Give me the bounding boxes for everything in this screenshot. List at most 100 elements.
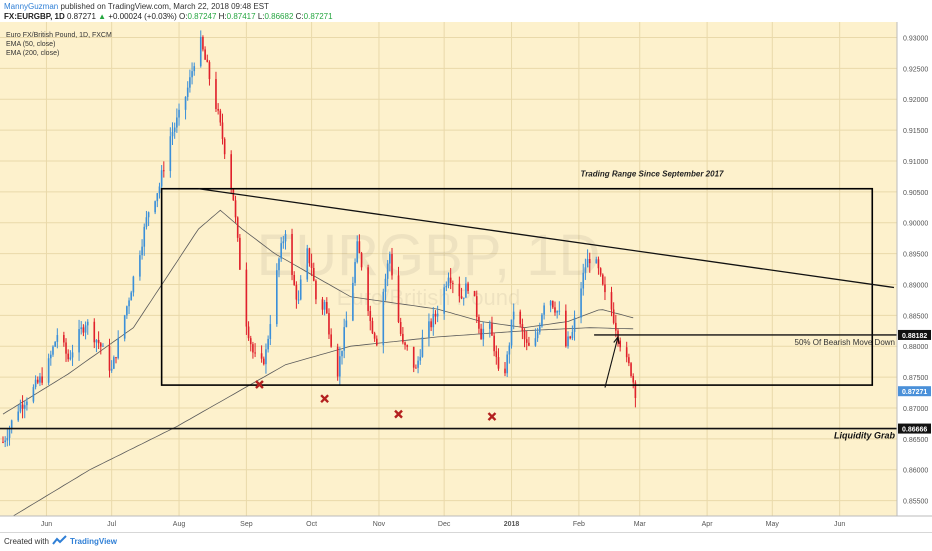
candle-body (460, 296, 463, 299)
candle-body (419, 356, 422, 361)
candle-body (543, 305, 545, 315)
close-value: 0.87271 (303, 12, 333, 21)
candle-body (245, 269, 248, 327)
candle-body (625, 347, 628, 358)
y-tick-label: 0.91500 (903, 128, 928, 135)
candle-body (510, 319, 513, 346)
publish-info: MannyGuzman published on TradingView.com… (4, 2, 269, 11)
candle-body (580, 288, 582, 318)
y-tick-label: 0.86500 (903, 437, 928, 444)
candle-body (102, 345, 104, 347)
up-arrow (604, 336, 619, 388)
candle-body (397, 275, 400, 323)
indicator-legend: Euro FX/British Pound, 1D, FXCM EMA (50,… (6, 31, 112, 58)
candle-body (204, 49, 206, 60)
legend-ema200[interactable]: EMA (200, close) (6, 50, 60, 57)
candle-body (634, 382, 637, 399)
candle-body (330, 334, 332, 347)
candle-body (488, 323, 491, 329)
candle-body (567, 336, 569, 347)
tradingview-logo-icon (52, 535, 67, 545)
candle-body (404, 342, 406, 346)
candle-body (584, 267, 587, 273)
candle-body (582, 272, 585, 289)
candle-body (504, 368, 506, 374)
candle-body (556, 311, 558, 313)
candle-body (447, 277, 450, 286)
x-tick-label: Oct (306, 521, 317, 528)
candle-body (115, 357, 117, 359)
y-tick-label: 0.89500 (903, 252, 928, 259)
candle-body (599, 268, 602, 275)
candle-body (449, 277, 452, 283)
y-tick-label: 0.88000 (903, 344, 928, 351)
candle-body (80, 327, 83, 330)
high-value: 0.87417 (226, 12, 256, 21)
y-tick-label: 0.87000 (903, 406, 928, 413)
candle-body (630, 363, 632, 377)
candle-body (217, 108, 219, 111)
publish-text: published on TradingView.com, March 22, … (60, 2, 269, 11)
price-badge-label: 0.86666 (902, 427, 927, 434)
x-tick-label: Feb (573, 521, 585, 528)
candle-body (473, 290, 476, 297)
liquidity-label: Liquidity Grab (834, 431, 896, 441)
candle-body (67, 353, 70, 360)
candle-body (430, 321, 432, 328)
candle-body (480, 328, 482, 340)
candle-body (252, 344, 254, 353)
candle-body (375, 338, 378, 346)
x-tick-label: Apr (702, 521, 714, 528)
x-tick-label: Jul (107, 521, 116, 528)
candle-body (586, 259, 589, 268)
y-tick-label: 0.93000 (903, 35, 928, 42)
candle-body (321, 299, 324, 310)
candle-body (415, 367, 417, 369)
legend-ema50[interactable]: EMA (50, close) (6, 41, 56, 48)
candle-body (462, 297, 465, 299)
candle-body (52, 346, 54, 355)
candle-body (323, 302, 326, 310)
candle-body (171, 131, 174, 137)
y-axis-panel (897, 22, 932, 516)
candle-body (49, 354, 52, 359)
x-tick-label: Dec (438, 521, 451, 528)
candle-body (354, 262, 356, 283)
candle-body (382, 291, 385, 346)
change-arrow-icon: ▲ (98, 12, 107, 21)
author-link[interactable]: MannyGuzman (4, 2, 59, 11)
candle-body (632, 376, 635, 383)
candle-body (32, 387, 35, 402)
candle-body (176, 117, 178, 128)
candle-body (467, 283, 469, 291)
candle-body (23, 405, 26, 409)
candle-body (328, 313, 330, 335)
candle-body (445, 285, 448, 288)
x-tick-label: Sep (240, 521, 253, 528)
candle-body (306, 248, 309, 280)
candle-body (495, 351, 498, 358)
tradingview-brand[interactable]: TradingView (70, 537, 117, 546)
candle-body (417, 360, 419, 368)
candle-body (478, 316, 480, 329)
y-tick-label: 0.89000 (903, 282, 928, 289)
trading-range-box (160, 187, 874, 386)
symbol-label: FX:EURGBP, 1D (4, 12, 65, 21)
candle-body (541, 314, 543, 327)
candle-body (54, 341, 56, 347)
candle-body (232, 189, 235, 201)
candle-body (452, 282, 454, 284)
candle-body (86, 321, 89, 326)
candle-body (343, 327, 346, 351)
candle-body (356, 241, 359, 263)
candle-body (145, 217, 148, 227)
candle-body (223, 138, 226, 155)
candle-body (215, 79, 217, 109)
candle-body (573, 317, 576, 332)
y-tick-label: 0.90500 (903, 190, 928, 197)
candle-body (154, 201, 156, 213)
candle-body (436, 313, 439, 317)
x-axis-panel (0, 516, 932, 532)
candle-body (421, 337, 424, 357)
